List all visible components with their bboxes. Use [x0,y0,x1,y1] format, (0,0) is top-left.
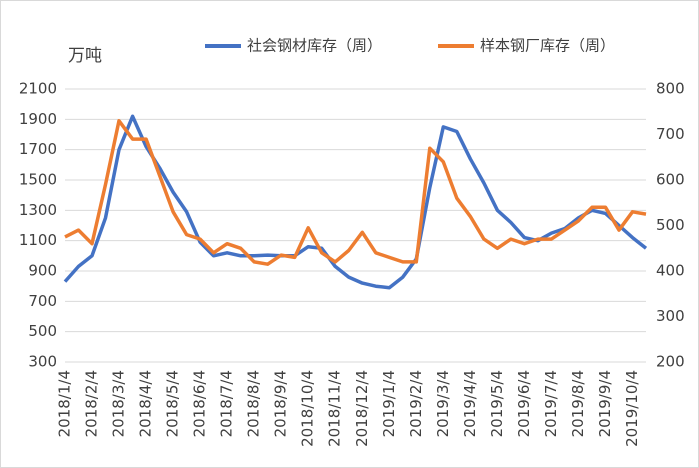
x-tick-label: 2019/8/4 [569,370,587,437]
y-tick-label: 900 [28,262,57,280]
series-line [64,119,647,266]
y-tick-label: 2100 [19,80,57,98]
y2-tick-label: 400 [656,262,685,280]
x-tick-label: 2018/6/4 [191,370,209,437]
y-tick-label: 1500 [19,171,57,189]
x-tick-label: 2019/1/4 [380,370,398,437]
x-tick-label: 2019/5/4 [488,370,506,437]
x-tick-label: 2018/9/4 [272,370,290,437]
y-tick-label: 1100 [19,231,57,249]
y-tick-label: 1900 [19,110,57,128]
x-tick-label: 2018/3/4 [110,370,128,437]
x-tick-label: 2018/5/4 [164,370,182,437]
x-tick-label: 2018/1/4 [56,370,74,437]
legend-label: 社会钢材库存（周） [247,37,382,55]
legend-label: 样本钢厂库存（周） [480,37,615,55]
x-tick-label: 2019/10/4 [623,370,641,447]
x-tick-label: 2019/9/4 [596,370,614,437]
y2-tick-label: 500 [656,216,685,234]
y2-tick-label: 600 [656,171,685,189]
x-tick-label: 2018/2/4 [83,370,101,437]
y-tick-label: 700 [28,292,57,310]
x-tick-label: 2019/2/4 [407,370,425,437]
x-tick-label: 2019/4/4 [461,370,479,437]
x-tick-label: 2018/7/4 [218,370,236,437]
x-tick-label: 2018/12/4 [353,370,371,447]
x-tick-label: 2019/7/4 [542,370,560,437]
x-tick-label: 2019/6/4 [515,370,533,437]
y-tick-label: 1300 [19,201,57,219]
x-tick-label: 2019/3/4 [434,370,452,437]
x-tick-label: 2018/4/4 [137,370,155,437]
series-line [63,114,648,290]
x-tick-label: 2018/10/4 [299,370,317,447]
y2-tick-label: 700 [656,125,685,143]
y-axis-label: 万吨 [68,46,102,66]
y-tick-label: 1700 [19,140,57,158]
y2-tick-label: 300 [656,307,685,325]
y-tick-label: 300 [28,353,57,371]
y2-tick-label: 800 [656,80,685,98]
x-tick-label: 2018/8/4 [245,370,263,437]
y2-tick-label: 200 [656,353,685,371]
x-tick-label: 2018/11/4 [326,370,344,447]
y-tick-label: 500 [28,322,57,340]
